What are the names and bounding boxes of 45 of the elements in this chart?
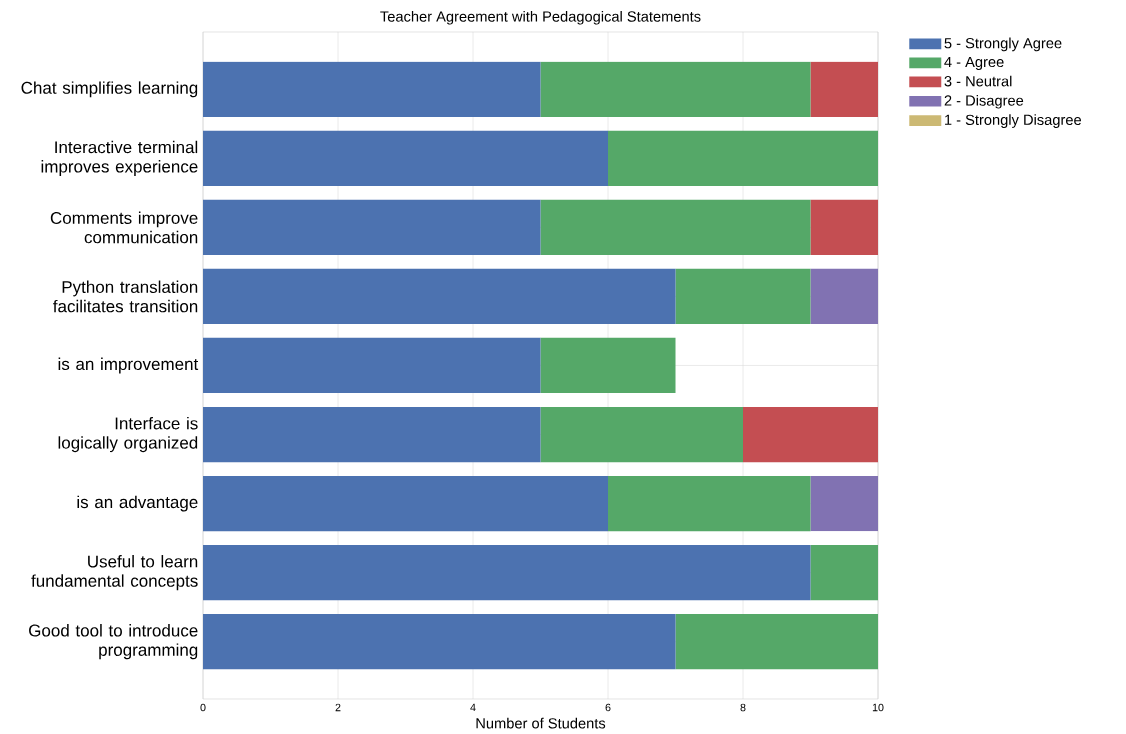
bar [675,268,811,325]
x-tick-label: 2 [335,703,341,712]
bar [540,61,811,117]
bar [810,61,879,117]
x-tick-label: 0 [200,703,206,712]
y-tick-label: Good tool to introduce programming [29,624,198,660]
bar [203,614,676,670]
bar [203,268,676,325]
bar [608,130,879,186]
bar [810,199,879,256]
y-tick-label: Interface is logically organized [58,416,198,453]
y-tick-label: Python translation facilitates transition [53,280,198,313]
legend-label: 4 - Agree [944,56,1004,71]
bar [203,130,609,186]
legend-label: 3 - Neutral [944,75,1012,87]
x-tick-label: 10 [872,703,884,712]
x-tick-label: 6 [605,703,611,712]
bar [608,475,811,532]
legend-label: 2 - Disagree [944,94,1024,109]
bar [540,199,811,256]
y-tick-label: Chat simplifies learning [21,81,198,98]
x-tick-label: 4 [470,703,476,712]
bar [203,199,541,256]
x-axis-title: Number of Students [476,717,606,729]
bar [810,268,879,325]
x-tick-label: 8 [740,703,746,712]
bar [540,406,744,463]
bar [743,406,879,463]
legend-label: 1 - Strongly Disagree [945,114,1082,128]
y-tick-label: is an improvement [58,357,199,374]
y-tick-label: Interactive terminal improves experience [41,140,198,176]
y-tick-label: Useful to learn fundamental concepts [31,555,198,591]
bar [540,337,676,394]
y-tick-label: is an advantage [77,495,198,512]
bar [203,337,541,394]
legend-label: 5 - Strongly Agree [944,37,1062,52]
bar [203,61,541,117]
bar [810,545,879,601]
bar [203,475,609,532]
bar [810,475,879,532]
bar [675,614,879,670]
chart-title: Teacher Agreement with Pedagogical Statements [380,10,701,25]
bar [203,406,541,463]
bar [203,545,811,601]
y-tick-label: Comments improve communication [50,211,198,244]
